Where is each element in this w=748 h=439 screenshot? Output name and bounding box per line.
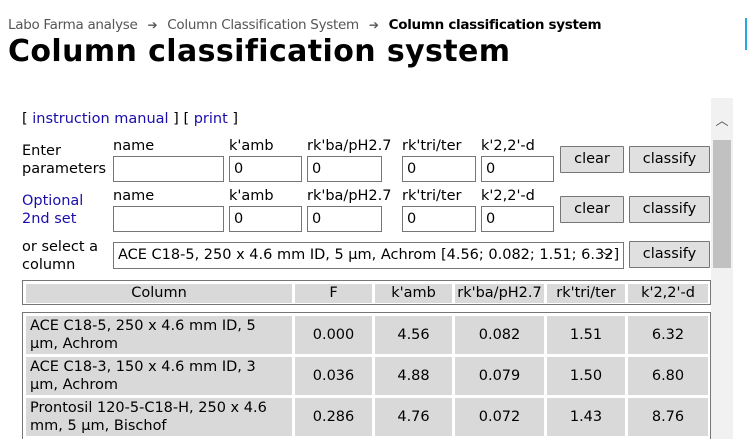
classify-button-1[interactable]: classify — [629, 146, 710, 173]
rkba-label-2: rk'ba/pH2.7 — [307, 188, 392, 204]
rkba-label: rk'ba/pH2.7 — [307, 138, 392, 154]
header-k22d[interactable]: k'2,2'-d — [628, 284, 708, 303]
rktri-label-2: rk'tri/ter — [402, 188, 462, 204]
name-label-2: name — [113, 188, 155, 204]
rktri-label: rk'tri/ter — [402, 138, 462, 154]
arrow-right-icon: ➔ — [368, 18, 379, 32]
name-input-2[interactable] — [113, 206, 224, 232]
name-input-1[interactable] — [113, 156, 224, 182]
breadcrumb-current: Column classification system — [388, 17, 602, 33]
header-kamb[interactable]: k'amb — [375, 284, 452, 303]
manual-links: [ instruction manual ] [ print ] — [22, 111, 239, 127]
table-cell-rktri: 1.43 — [547, 398, 625, 436]
table-cell-rktri: 1.51 — [547, 316, 625, 354]
table-cell-rkba: 0.082 — [455, 316, 544, 354]
table-row-name[interactable]: ACE C18-3, 150 x 4.6 mm ID, 3 µm, Achrom — [26, 357, 292, 395]
rktri-input-2[interactable]: 0 — [402, 206, 476, 232]
print-link[interactable]: print — [193, 111, 228, 127]
chevron-down-icon[interactable]: ﹀ — [601, 250, 614, 264]
frame-scrollbar[interactable]: ︿ — [711, 98, 733, 439]
optional-2nd-set-label: Optional 2nd set — [22, 193, 84, 227]
clear-button-2[interactable]: clear — [560, 196, 624, 223]
results-table: ACE C18-5, 250 x 4.6 mm ID, 5 µm, Achrom … — [22, 312, 711, 439]
header-rktri[interactable]: rk'tri/ter — [547, 284, 625, 303]
table-cell-rkba: 0.079 — [455, 357, 544, 395]
kamb-label: k'amb — [229, 138, 274, 154]
kamb-input-2[interactable]: 0 — [229, 206, 302, 232]
page-title: Column classification system — [8, 34, 511, 69]
rkba-input-1[interactable]: 0 — [307, 156, 382, 182]
table-cell-f: 0.000 — [295, 316, 372, 354]
kamb-input-1[interactable]: 0 — [229, 156, 302, 182]
name-label: name — [113, 138, 155, 154]
column-select[interactable]: ACE C18-5, 250 x 4.6 mm ID, 5 µm, Achrom… — [113, 242, 624, 269]
table-row-name[interactable]: Prontosil 120-5-C18-H, 250 x 4.6 mm, 5 µm… — [26, 398, 292, 436]
table-cell-f: 0.036 — [295, 357, 372, 395]
breadcrumb-item-ccs[interactable]: Column Classification System — [167, 17, 359, 33]
classify-button-2[interactable]: classify — [629, 196, 710, 223]
header-f[interactable]: F — [295, 284, 372, 303]
table-cell-rktri: 1.50 — [547, 357, 625, 395]
header-column[interactable]: Column — [26, 284, 292, 303]
breadcrumb-item-labo-farma[interactable]: Labo Farma analyse — [8, 17, 138, 33]
table-cell-kamb: 4.88 — [375, 357, 452, 395]
kamb-label-2: k'amb — [229, 188, 274, 204]
classify-button-3[interactable]: classify — [629, 241, 710, 268]
enter-parameters-label: Enter parameters — [22, 143, 107, 177]
chevron-up-icon[interactable]: ︿ — [715, 114, 729, 129]
edge-accent-bar — [745, 18, 747, 50]
results-header: Column F k'amb rk'ba/pH2.7 rk'tri/ter k'… — [22, 280, 711, 305]
table-cell-kamb: 4.56 — [375, 316, 452, 354]
header-rkba[interactable]: rk'ba/pH2.7 — [455, 284, 544, 303]
table-cell-kamb: 4.76 — [375, 398, 452, 436]
k22d-input-1[interactable]: 0 — [481, 156, 554, 182]
k22d-label-2: k'2,2'-d — [481, 188, 535, 204]
clear-button-1[interactable]: clear — [560, 146, 624, 173]
table-row-name[interactable]: ACE C18-5, 250 x 4.6 mm ID, 5 µm, Achrom — [26, 316, 292, 354]
table-cell-rkba: 0.072 — [455, 398, 544, 436]
rkba-input-2[interactable]: 0 — [307, 206, 382, 232]
table-cell-k22d: 8.76 — [628, 398, 708, 436]
table-cell-k22d: 6.80 — [628, 357, 708, 395]
table-cell-k22d: 6.32 — [628, 316, 708, 354]
scroll-thumb[interactable] — [713, 140, 731, 268]
k22d-input-2[interactable]: 0 — [481, 206, 554, 232]
breadcrumb: Labo Farma analyse ➔ Column Classification… — [8, 17, 602, 33]
rktri-input-1[interactable]: 0 — [402, 156, 476, 182]
k22d-label: k'2,2'-d — [481, 138, 535, 154]
select-column-label: or select a column — [22, 239, 99, 273]
table-cell-f: 0.286 — [295, 398, 372, 436]
arrow-right-icon: ➔ — [147, 18, 158, 32]
instruction-manual-link[interactable]: instruction manual — [32, 111, 169, 127]
